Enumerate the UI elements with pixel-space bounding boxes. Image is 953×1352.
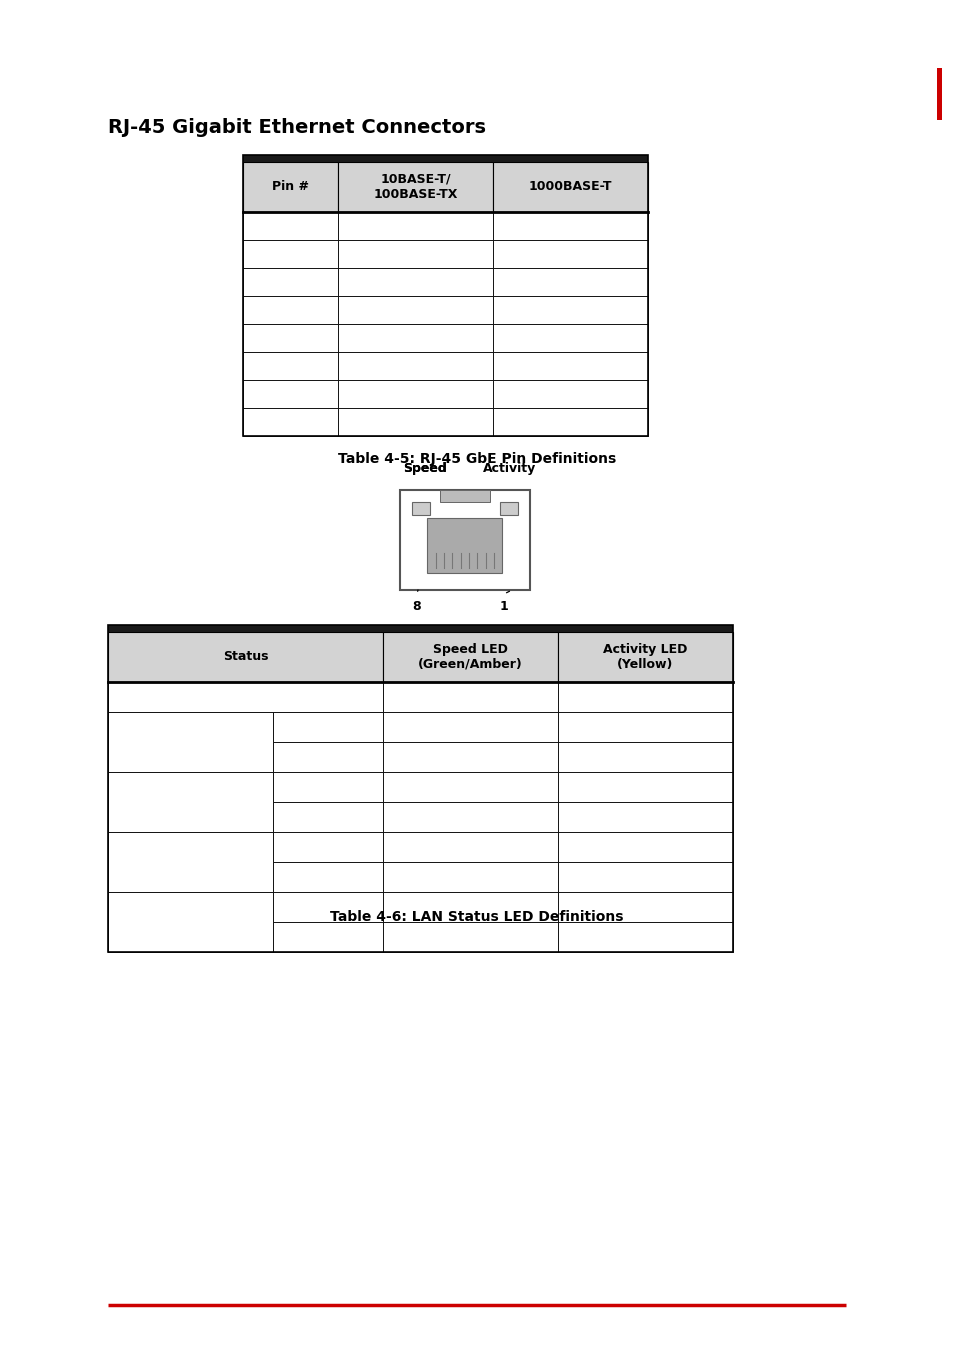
Bar <box>108 802 273 831</box>
Bar <box>558 802 732 831</box>
Bar <box>243 408 337 435</box>
Text: Table 4-5: RJ-45 GbE Pin Definitions: Table 4-5: RJ-45 GbE Pin Definitions <box>337 452 616 466</box>
Bar <box>337 352 493 380</box>
Bar <box>273 922 382 952</box>
Bar <box>382 742 558 772</box>
Bar <box>273 772 382 802</box>
Bar <box>243 155 647 162</box>
Bar <box>273 831 382 863</box>
Text: Table 4-6: LAN Status LED Definitions: Table 4-6: LAN Status LED Definitions <box>330 910 623 923</box>
Bar <box>558 831 732 863</box>
Bar <box>382 681 558 713</box>
Bar <box>399 489 530 589</box>
Bar <box>243 241 337 268</box>
Bar <box>243 380 337 408</box>
Bar <box>108 772 273 802</box>
Bar <box>108 742 273 772</box>
Bar <box>558 772 732 802</box>
Bar <box>493 352 647 380</box>
Bar <box>273 713 382 742</box>
Bar <box>558 892 732 922</box>
Text: 8: 8 <box>413 600 421 612</box>
Bar <box>558 631 732 681</box>
Bar <box>108 713 273 742</box>
Bar <box>382 713 558 742</box>
Text: Speed: Speed <box>403 462 446 475</box>
Bar <box>382 922 558 952</box>
Bar <box>412 502 430 515</box>
Bar <box>243 268 337 296</box>
Bar <box>382 863 558 892</box>
Bar <box>493 380 647 408</box>
Bar <box>273 892 382 922</box>
Bar <box>493 408 647 435</box>
Bar <box>382 631 558 681</box>
Bar <box>108 863 273 892</box>
Text: Speed LED
(Green/Amber): Speed LED (Green/Amber) <box>417 644 522 671</box>
Bar <box>108 892 273 922</box>
Text: RJ-45 Gigabit Ethernet Connectors: RJ-45 Gigabit Ethernet Connectors <box>108 118 485 137</box>
Bar <box>493 268 647 296</box>
Text: Status: Status <box>222 650 268 664</box>
Bar <box>108 772 273 831</box>
Bar <box>382 831 558 863</box>
Bar <box>108 831 273 892</box>
Bar <box>243 324 337 352</box>
Bar <box>382 772 558 802</box>
Bar <box>558 922 732 952</box>
Bar <box>108 922 273 952</box>
Bar <box>493 212 647 241</box>
Bar <box>108 892 273 952</box>
Bar <box>337 296 493 324</box>
Bar <box>108 631 382 681</box>
Text: Speed: Speed <box>403 462 446 475</box>
Bar <box>108 681 382 713</box>
Text: Pin #: Pin # <box>272 181 309 193</box>
Bar <box>108 681 273 713</box>
Bar <box>558 713 732 742</box>
Bar <box>243 212 337 241</box>
Bar <box>337 380 493 408</box>
Bar <box>427 518 502 573</box>
Text: 1000BASE-T: 1000BASE-T <box>528 181 612 193</box>
Bar <box>382 802 558 831</box>
Bar <box>337 212 493 241</box>
Bar <box>243 162 337 212</box>
Bar <box>337 324 493 352</box>
Bar <box>337 408 493 435</box>
Bar <box>243 155 647 435</box>
Text: 1: 1 <box>499 600 508 612</box>
Bar <box>273 681 382 713</box>
Bar <box>273 863 382 892</box>
Bar <box>108 713 273 772</box>
Bar <box>493 296 647 324</box>
Bar <box>936 68 941 120</box>
Text: Activity: Activity <box>483 462 536 475</box>
Bar <box>243 296 337 324</box>
Bar <box>108 625 732 952</box>
Bar <box>108 625 732 631</box>
Bar <box>558 863 732 892</box>
Bar <box>337 241 493 268</box>
Bar <box>382 892 558 922</box>
Bar <box>273 742 382 772</box>
Bar <box>493 241 647 268</box>
Bar <box>273 802 382 831</box>
Bar <box>558 742 732 772</box>
Bar <box>493 162 647 212</box>
Bar <box>493 324 647 352</box>
Bar <box>108 831 273 863</box>
Bar <box>337 162 493 212</box>
Text: 10BASE-T/
100BASE-TX: 10BASE-T/ 100BASE-TX <box>373 173 457 201</box>
Bar <box>439 489 490 502</box>
Text: Activity LED
(Yellow): Activity LED (Yellow) <box>602 644 687 671</box>
Bar <box>337 268 493 296</box>
Bar <box>499 502 517 515</box>
Bar <box>558 681 732 713</box>
Bar <box>243 352 337 380</box>
